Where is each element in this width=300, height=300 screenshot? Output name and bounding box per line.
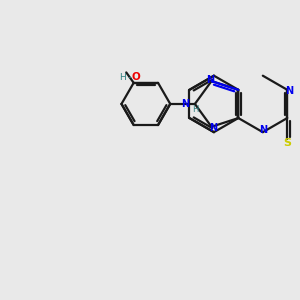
Text: H: H (119, 73, 126, 82)
Text: N: N (206, 75, 214, 85)
Text: -: - (127, 73, 131, 82)
Text: N: N (259, 125, 267, 135)
Text: N: N (285, 86, 293, 96)
Text: O: O (132, 73, 140, 82)
Text: N: N (209, 123, 217, 133)
Text: S: S (283, 138, 291, 148)
Text: N: N (181, 99, 189, 109)
Text: H: H (192, 105, 198, 114)
